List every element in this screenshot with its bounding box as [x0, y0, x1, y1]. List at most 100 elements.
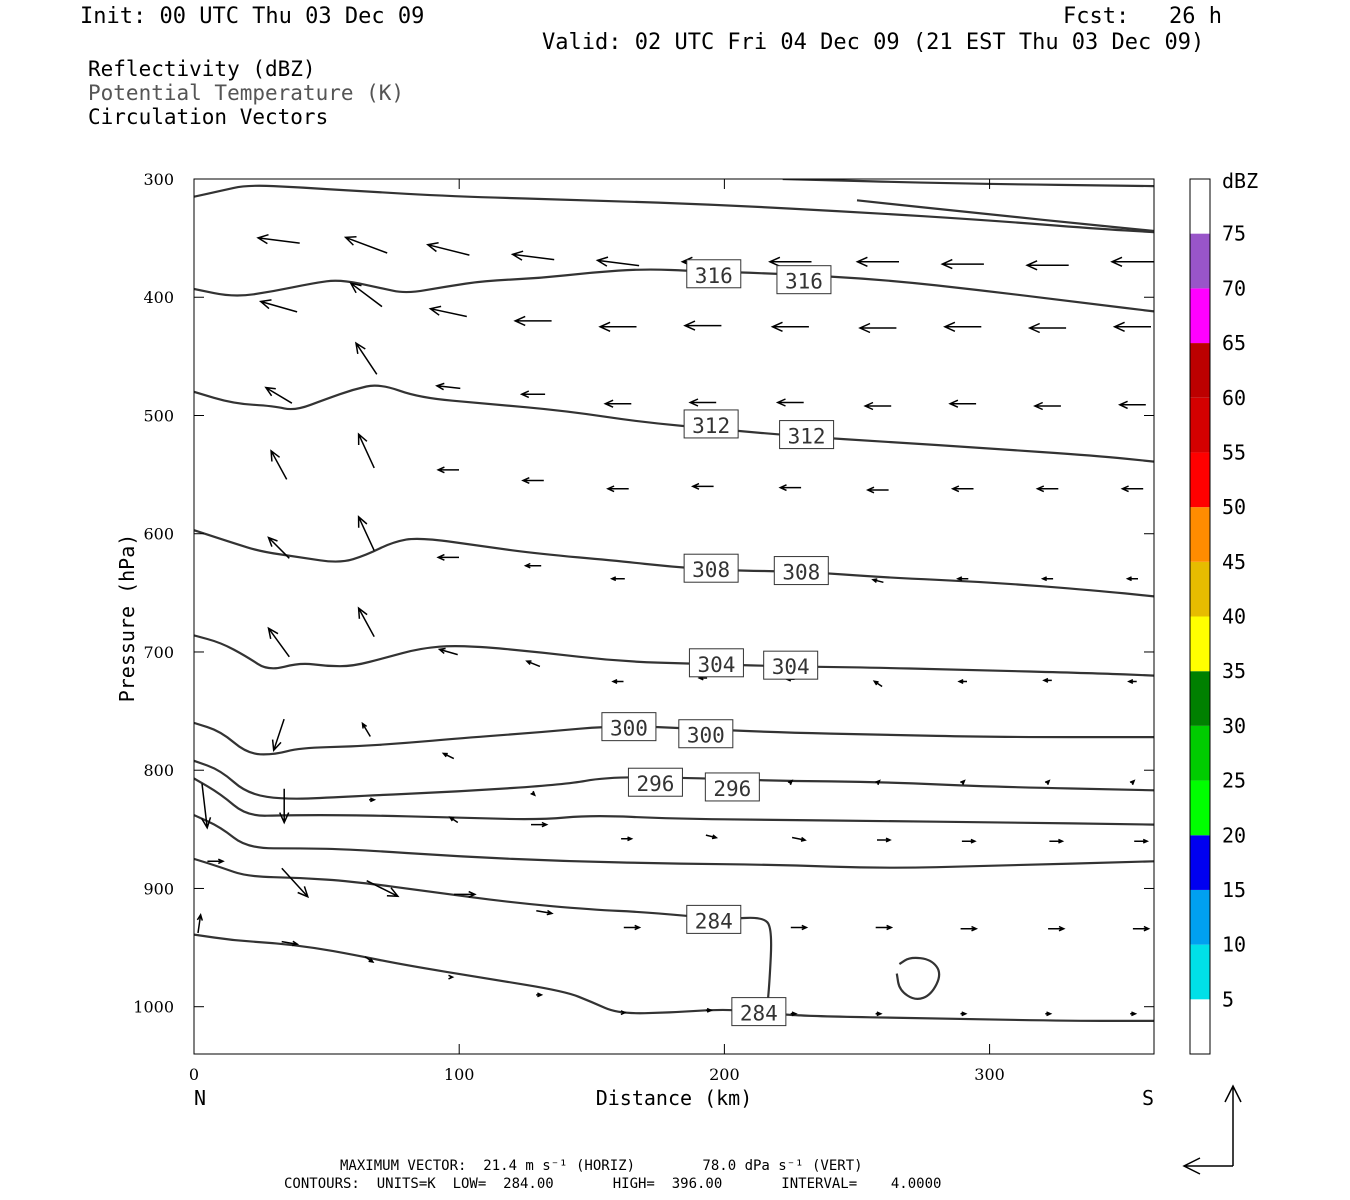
- contour-label-box: [688, 648, 744, 678]
- x-axis-ticks: 0 100 200 300: [189, 179, 1005, 1084]
- circulation-vector-arrow: [603, 399, 632, 408]
- circulation-vector-arrow: [775, 398, 804, 407]
- contour-label-box: [683, 553, 739, 583]
- colorbar-swatch: [1190, 288, 1210, 344]
- theta-contour-line: [194, 268, 1154, 313]
- circulation-vectors: [196, 233, 1154, 1017]
- theta-contour-line: [194, 777, 1154, 826]
- circulation-vector-arrow: [364, 956, 375, 964]
- circulation-vector-arrow: [196, 912, 204, 934]
- colorbar-label: 55: [1222, 440, 1246, 464]
- circulation-vector-arrow: [349, 282, 383, 308]
- circulation-vector-arrow: [855, 256, 899, 267]
- contour-label-box: [773, 556, 829, 586]
- circulation-vector-arrow: [791, 836, 807, 842]
- contour-label-box: [678, 719, 734, 749]
- circulation-vector-arrow: [436, 466, 459, 474]
- circulation-vector-arrow: [623, 924, 642, 931]
- circulation-vector-arrow: [875, 779, 881, 786]
- circulation-vector-arrow: [207, 858, 225, 865]
- circulation-vector-arrow: [536, 992, 544, 998]
- contour-label-box: [686, 904, 742, 934]
- colorbar-label: 25: [1222, 769, 1246, 793]
- circulation-vector-arrow: [1112, 321, 1151, 332]
- circulation-vector-arrow: [441, 752, 455, 760]
- circulation-vector-arrow: [343, 235, 388, 254]
- circulation-vector-arrow: [961, 838, 977, 844]
- circulation-vector-arrow: [357, 606, 375, 638]
- circulation-vector-arrow: [940, 258, 984, 270]
- circulation-vector-arrow: [875, 924, 894, 931]
- circulation-vector-arrow: [1117, 400, 1146, 410]
- circulation-vector-arrow: [200, 783, 212, 830]
- circulation-vector-arrow: [521, 477, 544, 484]
- circulation-vector-arrow: [948, 399, 977, 408]
- contour-labels: 316 316 312 312 308 308 304 304 300 300 296 296 284 2…: [601, 259, 835, 1027]
- colorbar-label: 60: [1222, 386, 1246, 410]
- circulation-vector-arrow: [1130, 1011, 1138, 1017]
- x-tick-label: 0: [189, 1065, 199, 1084]
- circulation-vector-arrow: [428, 305, 467, 318]
- colorbar-unit: dBZ: [1222, 169, 1258, 193]
- theta-contour-line: [895, 956, 941, 1000]
- contour-label: 304: [697, 653, 735, 677]
- circulation-vector-arrow: [1120, 485, 1144, 493]
- circulation-vector-arrow: [1134, 838, 1150, 844]
- contour-label-box: [776, 265, 832, 295]
- theta-contour-line: [194, 857, 773, 1013]
- circulation-vector-arrow: [770, 321, 809, 332]
- circulation-vector-arrow: [683, 320, 722, 331]
- contour-label-box: [731, 997, 787, 1027]
- circulation-vector-arrow: [621, 836, 634, 842]
- circulation-vector-arrow: [877, 837, 892, 843]
- circulation-vector-arrow: [595, 256, 640, 267]
- theta-contour-line: [856, 199, 1154, 233]
- contour-label: 296: [636, 772, 674, 796]
- theta-contour-line: [194, 814, 1154, 869]
- x-tick-label: 200: [709, 1065, 740, 1084]
- y-axis-ticks: 300 400 500 600 700 800 900 1000: [133, 170, 1154, 1017]
- colorbar: 5 10 15 20 25 30 35 40 45 50 55 60 65 70 75: [1189, 178, 1246, 1055]
- circulation-vector-arrow: [768, 256, 812, 267]
- theta-contours: [194, 179, 1154, 1022]
- contour-label: 312: [788, 425, 826, 449]
- circulation-vector-arrow: [606, 485, 629, 493]
- colorbar-swatch: [1190, 507, 1210, 562]
- circulation-vector-arrow: [1025, 260, 1069, 271]
- y-tick-label: 600: [143, 525, 174, 544]
- circulation-vector-arrow: [598, 321, 637, 332]
- colorbar-swatch: [1190, 835, 1210, 890]
- theta-contour-line: [194, 933, 1154, 1022]
- circulation-vector-arrow: [435, 382, 461, 391]
- colorbar-swatch: [1190, 944, 1210, 1000]
- circulation-vector-arrow: [519, 390, 546, 399]
- circulation-vector-arrow: [609, 576, 625, 582]
- colorbar-swatch: [1190, 397, 1210, 453]
- contour-label-box: [627, 767, 683, 797]
- circulation-vector-arrow: [1040, 576, 1054, 582]
- x-tick-label: 300: [974, 1065, 1005, 1084]
- colorbar-label: 50: [1222, 495, 1246, 519]
- contours-note: CONTOURS: UNITS=K LOW= 284.00 HIGH= 396.…: [284, 1176, 942, 1192]
- contour-label: 296: [713, 777, 751, 801]
- circulation-vector-arrow: [956, 576, 969, 582]
- circulation-vector-arrow: [1045, 1011, 1053, 1017]
- circulation-vector-arrow: [1110, 256, 1154, 267]
- circulation-vector-arrow: [863, 401, 892, 411]
- contour-label-box: [704, 772, 760, 802]
- circulation-vector-arrow: [271, 718, 285, 753]
- circulation-vector-arrow: [705, 834, 719, 840]
- circulation-vector-arrow: [688, 398, 717, 407]
- x-axis-label: Distance (km): [596, 1086, 753, 1110]
- theta-contour-line: [194, 529, 1154, 598]
- circulation-vector-arrow: [281, 940, 300, 947]
- colorbar-label: 30: [1222, 714, 1246, 738]
- circulation-vector-arrow: [960, 779, 966, 786]
- circulation-vector-arrow: [865, 486, 889, 494]
- colorbar-swatch: [1190, 233, 1210, 289]
- contour-label: 308: [692, 558, 730, 582]
- circulation-vector-arrow: [448, 816, 459, 824]
- maximum-vector-note: MAXIMUM VECTOR: 21.4 m s⁻¹ (HORIZ) 78.0 …: [340, 1158, 863, 1174]
- circulation-vector-arrow: [454, 890, 477, 898]
